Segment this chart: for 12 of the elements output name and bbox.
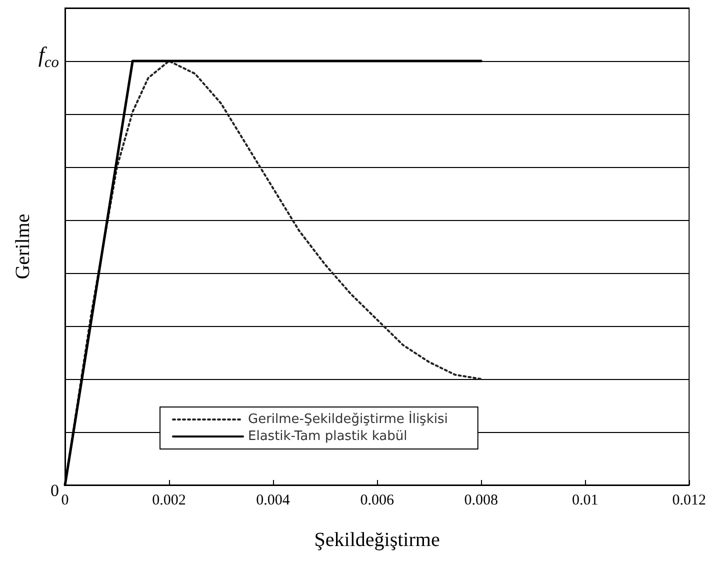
x-tick-label: 0.008 bbox=[464, 492, 498, 508]
x-tick-label: 0.01 bbox=[572, 492, 598, 508]
x-tick-label: 0.002 bbox=[152, 492, 186, 508]
x-axis-title: Şekildeğiştirme bbox=[314, 529, 440, 551]
x-tick-label: 0 bbox=[61, 492, 69, 508]
text: f$_{co}$ bbox=[38, 42, 59, 72]
text: Elastik-Tam plastik kabül bbox=[248, 429, 408, 444]
text: Gerilme-Şekildeğiştirme İlişkisi bbox=[248, 411, 448, 427]
x-tick-label: 0.012 bbox=[672, 492, 706, 508]
x-tick-label: 0.006 bbox=[360, 492, 394, 508]
y-axis-title: Gerilme bbox=[12, 214, 34, 280]
x-tick-label: 0.004 bbox=[256, 492, 290, 508]
